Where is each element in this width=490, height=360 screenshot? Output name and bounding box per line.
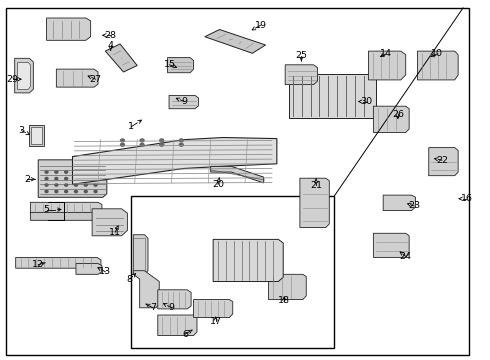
Circle shape bbox=[45, 171, 48, 173]
Polygon shape bbox=[31, 127, 42, 144]
Polygon shape bbox=[18, 63, 30, 89]
Text: 15: 15 bbox=[164, 60, 175, 69]
Text: 21: 21 bbox=[310, 181, 322, 190]
Polygon shape bbox=[15, 58, 33, 93]
Circle shape bbox=[55, 177, 58, 180]
Circle shape bbox=[55, 184, 58, 186]
Text: 20: 20 bbox=[212, 180, 224, 189]
Circle shape bbox=[45, 184, 48, 186]
Text: 18: 18 bbox=[278, 296, 290, 305]
Circle shape bbox=[74, 184, 77, 186]
Circle shape bbox=[74, 177, 77, 180]
Polygon shape bbox=[285, 65, 318, 85]
Polygon shape bbox=[373, 233, 409, 257]
Text: 7: 7 bbox=[150, 303, 156, 312]
Text: 2: 2 bbox=[24, 175, 30, 184]
Text: 8: 8 bbox=[127, 274, 133, 284]
Polygon shape bbox=[76, 264, 102, 274]
Text: 12: 12 bbox=[32, 260, 44, 269]
Text: 14: 14 bbox=[380, 49, 392, 58]
Polygon shape bbox=[417, 51, 458, 80]
Polygon shape bbox=[211, 166, 264, 183]
Polygon shape bbox=[56, 69, 98, 87]
Polygon shape bbox=[92, 209, 127, 236]
Circle shape bbox=[121, 143, 124, 146]
Text: 22: 22 bbox=[436, 156, 448, 165]
Circle shape bbox=[94, 190, 97, 193]
Polygon shape bbox=[73, 138, 277, 184]
Circle shape bbox=[84, 184, 87, 186]
Polygon shape bbox=[300, 178, 329, 228]
Circle shape bbox=[65, 190, 68, 193]
Polygon shape bbox=[213, 239, 283, 282]
Polygon shape bbox=[205, 30, 266, 53]
Text: 13: 13 bbox=[99, 267, 111, 276]
Polygon shape bbox=[38, 160, 107, 197]
Text: 16: 16 bbox=[461, 194, 472, 203]
Circle shape bbox=[84, 177, 87, 180]
Polygon shape bbox=[383, 195, 416, 211]
Circle shape bbox=[94, 171, 97, 173]
Text: 30: 30 bbox=[361, 97, 372, 106]
Polygon shape bbox=[168, 58, 194, 73]
Polygon shape bbox=[105, 44, 137, 72]
Text: 3: 3 bbox=[19, 126, 25, 135]
Circle shape bbox=[160, 139, 164, 142]
Circle shape bbox=[45, 177, 48, 180]
Text: 19: 19 bbox=[255, 21, 267, 30]
Text: 27: 27 bbox=[90, 75, 101, 84]
Text: 26: 26 bbox=[392, 110, 404, 119]
Polygon shape bbox=[158, 290, 191, 309]
Circle shape bbox=[55, 171, 58, 173]
Text: 23: 23 bbox=[408, 202, 420, 210]
Text: 4: 4 bbox=[108, 40, 114, 49]
Polygon shape bbox=[29, 125, 44, 146]
Text: 24: 24 bbox=[400, 252, 412, 261]
Circle shape bbox=[94, 177, 97, 180]
Circle shape bbox=[84, 171, 87, 173]
Polygon shape bbox=[368, 51, 406, 80]
Polygon shape bbox=[133, 235, 148, 274]
Text: 9: 9 bbox=[181, 97, 187, 106]
Text: 6: 6 bbox=[182, 330, 188, 338]
Circle shape bbox=[65, 171, 68, 173]
Circle shape bbox=[65, 184, 68, 186]
Text: 17: 17 bbox=[210, 317, 221, 325]
Circle shape bbox=[140, 143, 144, 146]
Polygon shape bbox=[158, 315, 197, 336]
Polygon shape bbox=[30, 202, 102, 213]
Text: 5: 5 bbox=[44, 205, 49, 214]
Text: 25: 25 bbox=[295, 51, 307, 60]
Polygon shape bbox=[30, 212, 102, 220]
Text: 1: 1 bbox=[128, 122, 134, 131]
Polygon shape bbox=[47, 18, 91, 40]
Bar bbox=[289, 74, 376, 118]
Text: 29: 29 bbox=[7, 75, 19, 84]
Circle shape bbox=[160, 143, 164, 146]
Text: 11: 11 bbox=[109, 228, 121, 237]
Circle shape bbox=[140, 139, 144, 142]
Circle shape bbox=[121, 139, 124, 142]
Polygon shape bbox=[169, 95, 198, 109]
Text: 28: 28 bbox=[104, 31, 116, 40]
Circle shape bbox=[65, 177, 68, 180]
Circle shape bbox=[179, 143, 183, 146]
Circle shape bbox=[179, 139, 183, 142]
Text: 9: 9 bbox=[169, 303, 174, 312]
Polygon shape bbox=[194, 300, 233, 318]
Bar bbox=[131, 196, 334, 348]
Polygon shape bbox=[373, 106, 409, 132]
Text: 10: 10 bbox=[431, 49, 443, 58]
Circle shape bbox=[94, 184, 97, 186]
Polygon shape bbox=[429, 148, 458, 176]
Circle shape bbox=[74, 190, 77, 193]
Polygon shape bbox=[133, 271, 159, 308]
Polygon shape bbox=[16, 257, 101, 268]
Circle shape bbox=[84, 190, 87, 193]
Circle shape bbox=[55, 190, 58, 193]
Polygon shape bbox=[269, 274, 306, 300]
Circle shape bbox=[74, 171, 77, 173]
Circle shape bbox=[45, 190, 48, 193]
